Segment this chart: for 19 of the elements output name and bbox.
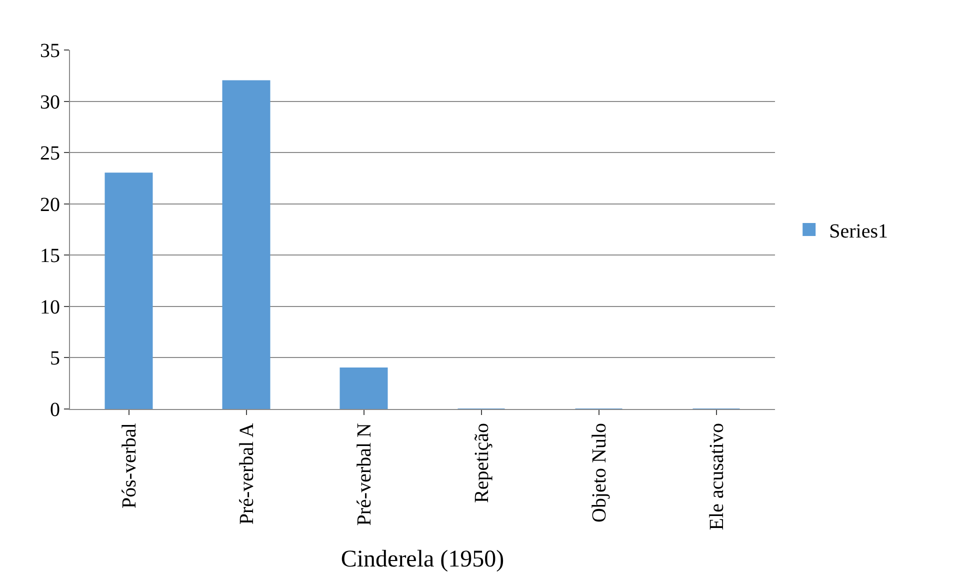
bar: [222, 80, 270, 409]
y-tick-label: 10: [40, 296, 60, 318]
y-tick-label: 30: [40, 91, 60, 114]
x-tick-label: Objeto Nulo: [588, 423, 610, 522]
x-tick-label: Ele acusativo: [706, 423, 728, 530]
x-tick-label: Pós-verbal: [118, 422, 140, 509]
x-tick-label: Repetição: [470, 423, 493, 503]
x-tick-label: Pré-verbal N: [353, 423, 376, 526]
y-tick-label: 5: [50, 348, 60, 370]
x-tick-label: Pré-verbal A: [236, 422, 258, 525]
y-tick-label: 25: [40, 142, 60, 165]
bar: [104, 172, 153, 409]
y-tick-label: 0: [50, 399, 60, 421]
legend-label: Series1: [829, 220, 888, 242]
y-tick-label: 15: [40, 245, 60, 268]
y-tick-label: 20: [40, 194, 60, 216]
x-axis-title: Cinderela (1950): [340, 546, 504, 572]
bar: [340, 367, 388, 409]
y-tick-label: 35: [40, 40, 60, 62]
